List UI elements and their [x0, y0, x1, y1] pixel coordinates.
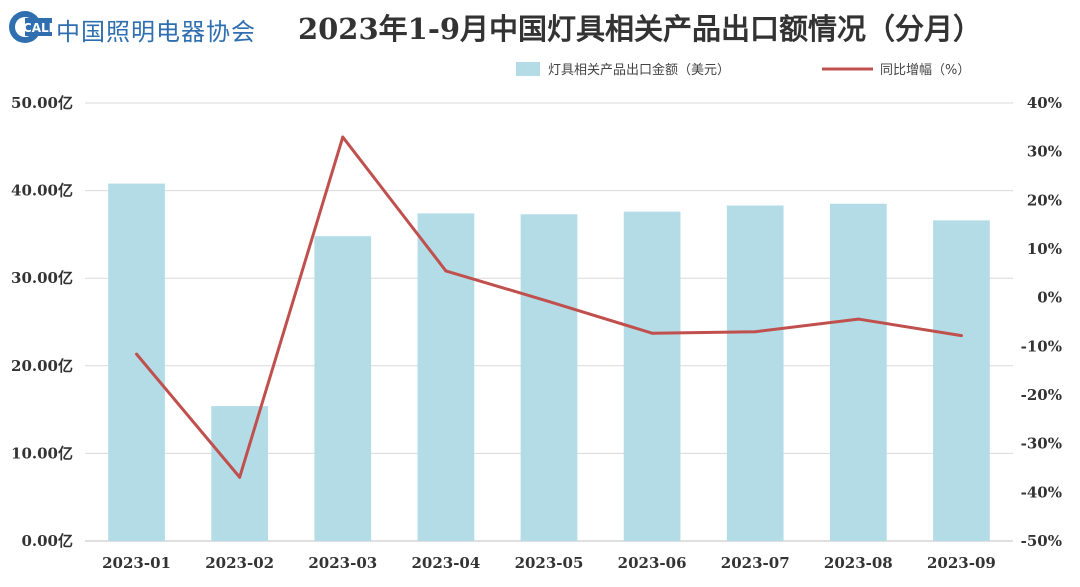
x-tick-label: 2023-07	[721, 554, 790, 572]
bar	[829, 203, 887, 542]
y-left-tick-label: 40.00亿	[11, 182, 73, 200]
line-series	[135, 135, 963, 479]
bar	[623, 211, 681, 541]
bar	[933, 220, 990, 541]
y-right-tick-label: 40%	[1027, 94, 1062, 112]
chart-title: 2023年1-9月中国灯具相关产品出口额情况（分月）	[0, 6, 1080, 48]
logo-badge-text: CALI	[23, 21, 52, 35]
y-right-tick-label: -20%	[1021, 386, 1062, 404]
bar	[314, 236, 372, 542]
y-left-tick-label: 30.00亿	[11, 269, 73, 287]
x-tick-label: 2023-01	[102, 554, 171, 572]
bar	[108, 183, 165, 542]
y-right-tick-label: -40%	[1021, 483, 1062, 501]
y-right-tick-label: 0%	[1037, 289, 1062, 307]
legend-bar-swatch	[516, 62, 540, 76]
x-axis: 2023-01 2023-02 2023-03 2023-04 2023-05 2023-…	[102, 554, 996, 572]
x-tick-label: 2023-08	[824, 554, 893, 572]
y-right-tick-label: -30%	[1021, 435, 1062, 453]
x-tick-label: 2023-09	[927, 554, 996, 572]
legend-line-label: 同比增幅（%）	[880, 63, 970, 78]
legend: 灯具相关产品出口金额（美元） 同比增幅（%）	[516, 62, 970, 78]
line-point	[650, 331, 654, 335]
bar	[417, 213, 475, 541]
bar-series	[108, 183, 990, 542]
line-point	[753, 330, 757, 334]
line-point	[856, 317, 860, 321]
y-axis-right: -50% -40% -30% -20% -10% 0% 10% 20% 30% 40%	[1021, 94, 1062, 550]
legend-bar-label: 灯具相关产品出口金额（美元）	[548, 62, 730, 78]
line-point	[547, 300, 551, 304]
line-point	[959, 334, 963, 338]
line-point	[341, 135, 345, 139]
logo-icon: CALI	[9, 11, 52, 43]
y-left-tick-label: 10.00亿	[11, 444, 73, 462]
chart-title-text: 2023年1-9月中国灯具相关产品出口额情况（分月）	[297, 12, 983, 46]
x-tick-label: 2023-02	[205, 554, 274, 572]
x-tick-label: 2023-04	[411, 554, 480, 572]
logo-text: 中国照明电器协会	[56, 18, 256, 46]
y-right-tick-label: -50%	[1021, 532, 1062, 550]
line-point	[238, 475, 242, 479]
line-point	[444, 269, 448, 273]
x-tick-label: 2023-06	[618, 554, 687, 572]
bar	[520, 214, 578, 541]
y-left-tick-label: 50.00亿	[11, 94, 73, 112]
y-axis-left: 0.00亿 10.00亿 20.00亿 30.00亿 40.00亿 50.00亿	[11, 94, 73, 550]
bar	[726, 205, 784, 541]
line-point	[135, 352, 139, 356]
y-right-tick-label: 10%	[1027, 240, 1062, 258]
header: CALI 中国照明电器协会	[0, 0, 1080, 52]
y-left-tick-label: 20.00亿	[11, 357, 73, 375]
y-left-tick-label: 0.00亿	[21, 532, 73, 550]
x-tick-label: 2023-05	[515, 554, 584, 572]
y-right-tick-label: -10%	[1021, 337, 1062, 355]
y-right-tick-label: 20%	[1027, 191, 1062, 209]
y-right-tick-label: 30%	[1027, 143, 1062, 161]
x-tick-label: 2023-03	[308, 554, 377, 572]
